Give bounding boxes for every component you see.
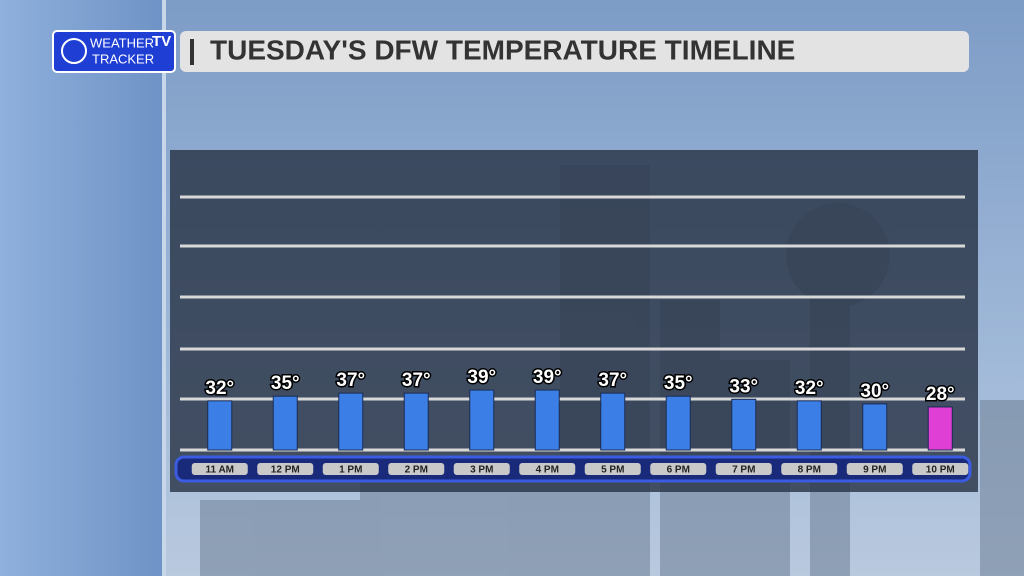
- value-label: 39°: [467, 367, 496, 388]
- bar: [403, 392, 429, 451]
- category-pill: [322, 463, 379, 475]
- x-tick-label: 10 PM: [926, 465, 955, 476]
- category-pill: [388, 463, 445, 475]
- value-label: 33°: [729, 376, 758, 397]
- category-pill: [912, 463, 969, 475]
- value-label: 30°: [860, 381, 889, 402]
- category-pill: [519, 463, 576, 475]
- bar: [469, 389, 495, 451]
- bar: [796, 400, 822, 451]
- category-pill: [650, 463, 707, 475]
- value-label: 37°: [336, 370, 365, 391]
- value-label: 32°: [795, 378, 824, 399]
- bar: [927, 406, 953, 451]
- x-tick-label: 8 PM: [798, 465, 821, 476]
- bar: [731, 398, 757, 451]
- title-separator: [190, 39, 194, 65]
- bar: [207, 400, 233, 451]
- category-pill: [715, 463, 772, 475]
- value-label: 37°: [402, 370, 431, 391]
- x-tick-label: 12 PM: [271, 465, 300, 476]
- side-divider: [162, 0, 166, 576]
- category-pill: [584, 463, 641, 475]
- logo-line2: TRACKER: [92, 51, 154, 66]
- x-tick-label: 5 PM: [601, 465, 624, 476]
- x-tick-label: 4 PM: [536, 465, 559, 476]
- value-label: 37°: [598, 370, 627, 391]
- category-pill: [453, 463, 510, 475]
- x-tick-label: 1 PM: [339, 465, 362, 476]
- value-label: 32°: [205, 378, 234, 399]
- side-panel: [0, 0, 162, 576]
- x-tick-label: 6 PM: [667, 465, 690, 476]
- logo-icon: [61, 38, 87, 64]
- bar: [272, 395, 298, 451]
- value-label: 35°: [664, 373, 693, 394]
- bar: [862, 403, 888, 451]
- x-tick-label: 3 PM: [470, 465, 493, 476]
- logo-badge: TV: [152, 33, 171, 50]
- category-pill: [257, 463, 314, 475]
- category-pill: [846, 463, 903, 475]
- value-label: 28°: [926, 384, 955, 405]
- value-label: 35°: [271, 373, 300, 394]
- logo-box: [52, 30, 176, 73]
- grid-decor: [180, 195, 965, 452]
- bar: [665, 395, 691, 451]
- x-tick-label: 9 PM: [863, 465, 886, 476]
- value-label: 39°: [533, 367, 562, 388]
- x-tick-label: 2 PM: [405, 465, 428, 476]
- logo-line1: WEATHER: [90, 35, 154, 50]
- title-bar: [180, 31, 969, 72]
- bar: [600, 392, 626, 451]
- bar: [534, 389, 560, 451]
- chart-panel: [170, 150, 978, 492]
- category-pill: [191, 463, 248, 475]
- x-tick-label: 7 PM: [732, 465, 755, 476]
- category-pill: [781, 463, 838, 475]
- bar: [338, 392, 364, 451]
- chart-title: TUESDAY'S DFW TEMPERATURE TIMELINE: [210, 34, 795, 65]
- x-tick-label: 11 AM: [205, 465, 234, 476]
- plot: 11 AM 32° 12 PM 35° 1 PM 37° 2 PM 37° 3 PM 39° 4 P…: [191, 366, 969, 476]
